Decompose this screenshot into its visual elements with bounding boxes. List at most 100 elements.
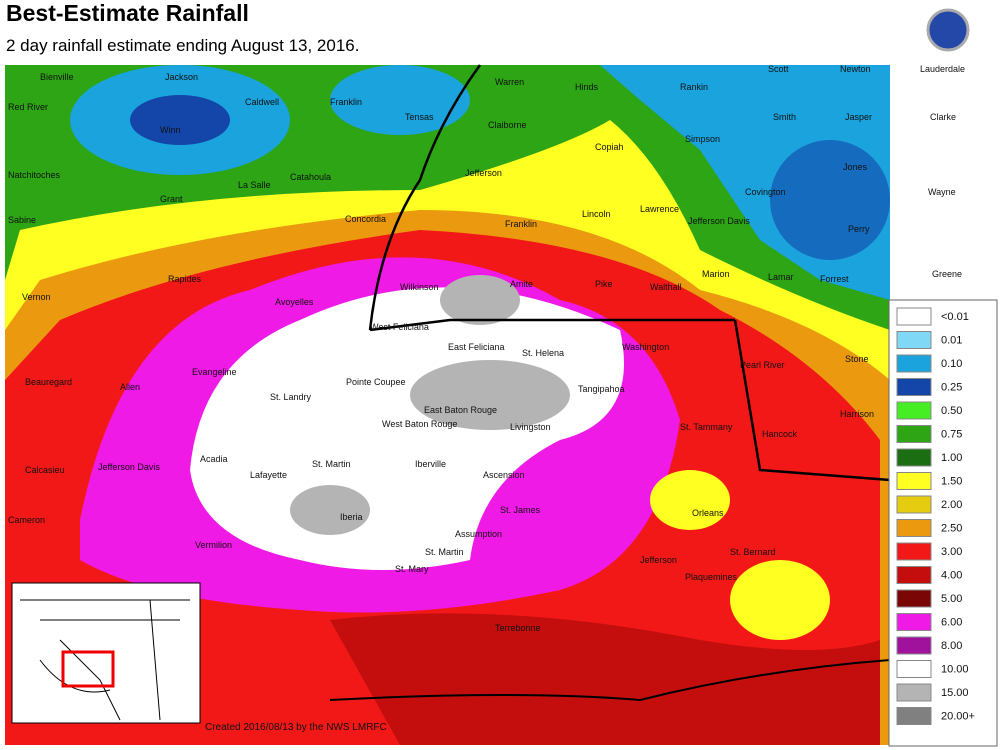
- parish-label: Copiah: [595, 142, 624, 152]
- parish-label: St. Martin: [312, 459, 351, 469]
- parish-label: Rankin: [680, 82, 708, 92]
- parish-label: Perry: [848, 224, 870, 234]
- parish-label: Tangipahoa: [578, 384, 625, 394]
- legend-swatch: [896, 495, 932, 514]
- parish-label: East Baton Rouge: [424, 405, 497, 415]
- parish-label: West Baton Rouge: [382, 419, 457, 429]
- parish-label: Jasper: [845, 112, 872, 122]
- parish-label: Ascension: [483, 470, 525, 480]
- parish-label: Jefferson: [640, 555, 677, 565]
- legend-swatch: [896, 472, 932, 490]
- legend-label: 10.00: [941, 664, 969, 676]
- legend-swatch: [896, 378, 932, 396]
- parish-label: Forrest: [820, 274, 849, 284]
- legend-label: 1.00: [941, 452, 962, 464]
- legend-swatch: [896, 636, 932, 655]
- parish-label: Terrebonne: [495, 623, 541, 633]
- legend-swatch: [896, 401, 932, 420]
- parish-label: Evangeline: [192, 367, 237, 377]
- parish-label: Claiborne: [488, 120, 527, 130]
- parish-label: Rapides: [168, 274, 202, 284]
- parish-label: Amite: [510, 279, 533, 289]
- parish-label: Caldwell: [245, 97, 279, 107]
- legend-swatch: [896, 613, 932, 631]
- parish-label: Stone: [845, 354, 869, 364]
- legend-label: 2.50: [941, 523, 962, 535]
- parish-label: Smith: [773, 112, 796, 122]
- legend: <0.01 0.01 0.10 0.25 0.50 0.75 1.00 1.50 2.00 2.5…: [888, 299, 998, 747]
- parish-label: St. Helena: [522, 348, 564, 358]
- credit: Created 2016/08/13 by the NWS LMRFC: [205, 722, 387, 733]
- parish-label: West Feliciana: [370, 322, 429, 332]
- parish-label: Pike: [595, 279, 613, 289]
- legend-label: 0.75: [941, 429, 962, 441]
- parish-label: Acadia: [200, 454, 228, 464]
- parish-label: Avoyelles: [275, 297, 314, 307]
- legend-swatch: [896, 683, 932, 702]
- parish-label: Jackson: [165, 72, 198, 82]
- parish-label: St. Martin: [425, 547, 464, 557]
- legend-label: 0.10: [941, 358, 962, 370]
- legend-swatch: [896, 566, 932, 584]
- legend-label: 6.00: [941, 617, 962, 629]
- parish-label: Lincoln: [582, 209, 611, 219]
- parish-label: Lamar: [768, 272, 794, 282]
- parish-label: Winn: [160, 125, 181, 135]
- legend-swatch: [896, 589, 932, 608]
- parish-label: East Feliciana: [448, 342, 505, 352]
- logo: [926, 8, 970, 52]
- legend-swatch: [896, 519, 932, 537]
- parish-label: St. Bernard: [730, 547, 776, 557]
- legend-label: 0.25: [941, 382, 962, 394]
- parish-label: Pointe Coupee: [346, 377, 406, 387]
- parish-label: Plaquemines: [685, 572, 738, 582]
- legend-label: 8.00: [941, 640, 962, 652]
- parish-label: Grant: [160, 194, 183, 204]
- legend-swatch: [896, 707, 932, 725]
- parish-label: Catahoula: [290, 172, 331, 182]
- parish-label: St. Mary: [395, 564, 429, 574]
- parish-label: Iberville: [415, 459, 446, 469]
- parish-label: Hancock: [762, 429, 798, 439]
- parish-label: St. Tammany: [680, 422, 733, 432]
- legend-swatch: [896, 660, 932, 678]
- parish-label: Wayne: [928, 187, 956, 197]
- subtitle: 2 day rainfall estimate ending August 13…: [6, 36, 360, 55]
- legend-swatch: [896, 354, 932, 373]
- legend-label: 0.01: [941, 335, 962, 347]
- parish-label: Beauregard: [25, 377, 72, 387]
- parish-label: Pearl River: [740, 360, 785, 370]
- parish-label: Hinds: [575, 82, 599, 92]
- parish-label: Calcasieu: [25, 465, 65, 475]
- parish-label: Tensas: [405, 112, 434, 122]
- parish-label: Jefferson: [465, 168, 502, 178]
- parish-label: Marion: [702, 269, 730, 279]
- parish-label: St. James: [500, 505, 541, 515]
- legend-label: 5.00: [941, 593, 962, 605]
- legend-label: 2.00: [941, 499, 962, 511]
- parish-label: Covington: [745, 187, 786, 197]
- parish-label: Jefferson Davis: [688, 216, 750, 226]
- parish-label: Lawrence: [640, 204, 679, 214]
- parish-label: Iberia: [340, 512, 363, 522]
- parish-label: Vernon: [22, 292, 51, 302]
- legend-swatch: [896, 331, 932, 349]
- parish-label: Washington: [622, 342, 669, 352]
- parish-label: Orleans: [692, 508, 724, 518]
- parish-label: Vermilion: [195, 540, 232, 550]
- parish-label: Allen: [120, 382, 140, 392]
- legend-label: 3.00: [941, 546, 962, 558]
- parish-label: Newton: [840, 64, 871, 74]
- parish-label: Franklin: [505, 219, 537, 229]
- legend-label: 1.50: [941, 476, 962, 488]
- legend-label: <0.01: [941, 311, 969, 323]
- parish-label: St. Landry: [270, 392, 312, 402]
- legend-label: 4.00: [941, 570, 962, 582]
- parish-label: Warren: [495, 77, 524, 87]
- parish-label: Lauderdale: [920, 64, 965, 74]
- parish-label: Clarke: [930, 112, 956, 122]
- parish-label: Lafayette: [250, 470, 287, 480]
- parish-label: Jefferson Davis: [98, 462, 160, 472]
